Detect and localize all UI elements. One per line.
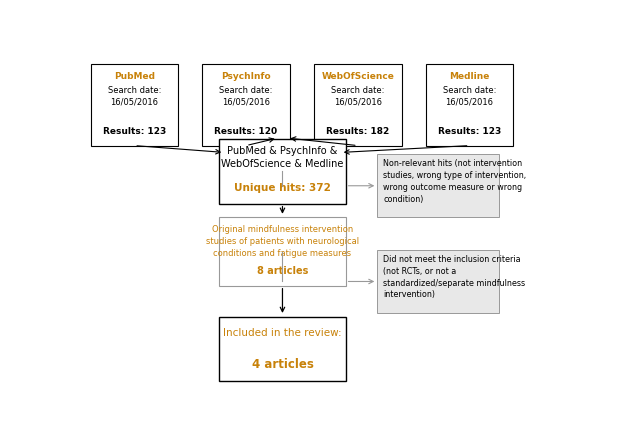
Bar [377,154,498,218]
Text: Search date:: Search date: [219,86,273,95]
Text: Unique hits: 372: Unique hits: 372 [234,183,331,194]
Text: 4 articles: 4 articles [251,358,314,371]
Bar [219,218,345,286]
Text: 8 articles: 8 articles [257,266,308,276]
Bar [219,139,345,204]
Text: PubMed: PubMed [113,72,155,81]
Bar [377,250,498,313]
Text: Search date:: Search date: [331,86,384,95]
Text: PubMed & PsychInfo &: PubMed & PsychInfo & [227,146,338,156]
Text: 16/05/2016: 16/05/2016 [446,98,493,107]
Text: Original mindfulness intervention
studies of patients with neurological
conditio: Original mindfulness intervention studie… [206,225,359,258]
Bar [426,63,514,146]
Text: Included in the review:: Included in the review: [223,329,342,338]
Text: 16/05/2016: 16/05/2016 [110,98,158,107]
Text: Results: 123: Results: 123 [103,127,166,136]
Text: PsychInfo: PsychInfo [221,72,271,81]
Text: Results: 182: Results: 182 [326,127,389,136]
Bar [314,63,401,146]
Bar [203,63,290,146]
Text: Results: 120: Results: 120 [214,127,278,136]
Text: Medline: Medline [450,72,490,81]
Text: Did not meet the inclusion criteria
(not RCTs, or not a
standardized/separate mi: Did not meet the inclusion criteria (not… [383,255,525,299]
Text: 16/05/2016: 16/05/2016 [334,98,382,107]
Text: Search date:: Search date: [108,86,161,95]
Text: Results: 123: Results: 123 [438,127,501,136]
Text: WebOfScience & Medline: WebOfScience & Medline [221,159,344,169]
Text: Non-relevant hits (not intervention
studies, wrong type of intervention,
wrong o: Non-relevant hits (not intervention stud… [383,159,526,204]
Text: Search date:: Search date: [443,86,496,95]
Text: WebOfScience: WebOfScience [322,72,394,81]
Bar [219,317,345,381]
Text: 16/05/2016: 16/05/2016 [222,98,270,107]
Bar [90,63,178,146]
